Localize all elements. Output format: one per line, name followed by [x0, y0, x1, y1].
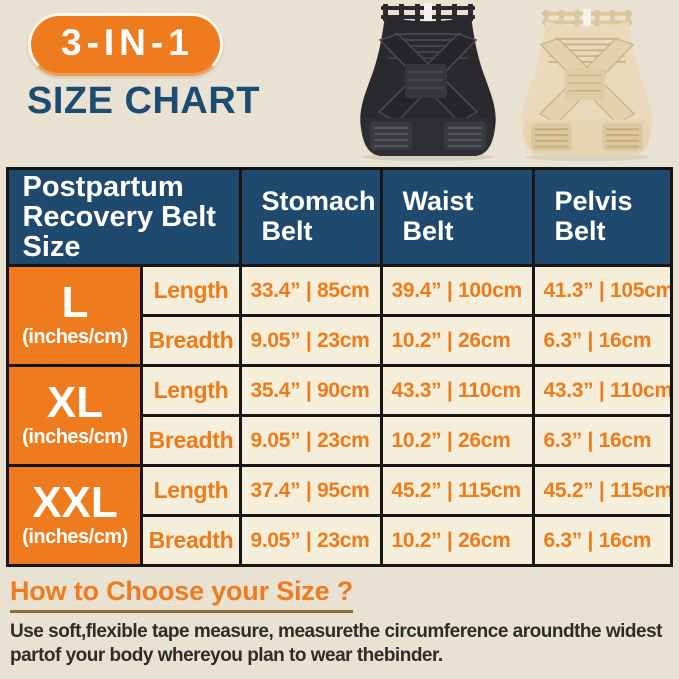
belt-tag — [424, 3, 432, 21]
pelvis-breadth-value: 6.3” | 16cm — [531, 414, 673, 467]
measure-label: Length — [140, 464, 242, 517]
stomach-breadth-value: 9.05” | 23cm — [238, 414, 383, 467]
pelvis-breadth-value: 6.3” | 16cm — [531, 314, 673, 367]
stomach-length-value: 37.4” | 95cm — [238, 464, 383, 517]
how-to-choose-heading: How to Choose your Size ? — [10, 576, 353, 613]
col-header-pelvis-belt: Pelvis Belt — [531, 167, 673, 267]
size-cell-xxl: XXL (inches/cm) — [6, 464, 144, 567]
measure-label: Breadth — [140, 514, 242, 567]
table-row-l-breadth: Breadth 9.05” | 23cm 10.2” | 26cm 6.3” |… — [8, 314, 673, 367]
waist-length-value: 45.2” | 115cm — [379, 464, 535, 517]
size-units-note: (inches/cm) — [22, 426, 128, 449]
col-header-waist-belt: Waist Belt — [379, 167, 535, 267]
table-header-row: Postpartum Recovery Belt Size Stomach Be… — [6, 167, 673, 267]
black-belt-product-image — [360, 3, 496, 161]
measure-label: Length — [140, 264, 242, 317]
size-label: XL — [46, 377, 104, 427]
size-units-note: (inches/cm) — [22, 526, 128, 549]
measure-label: Length — [140, 364, 242, 417]
stomach-breadth-value: 9.05” | 23cm — [238, 514, 383, 567]
pelvis-length-value: 43.3” | 110cm — [531, 364, 673, 417]
size-units-note: (inches/cm) — [22, 326, 128, 349]
belt-top-closure — [381, 4, 475, 21]
table-row-l-length: L (inches/cm) Length 33.4” | 85cm 39.4” … — [6, 264, 673, 367]
waist-breadth-value: 10.2” | 26cm — [379, 314, 535, 367]
pelvis-length-value: 45.2” | 115cm — [531, 464, 673, 517]
size-cell-l: L (inches/cm) — [6, 264, 144, 367]
size-label: XXL — [32, 477, 118, 527]
stomach-breadth-value: 9.05” | 23cm — [238, 314, 383, 367]
measurement-instructions: Use soft,flexible tape measure, measuret… — [10, 621, 662, 667]
measure-label: Breadth — [140, 314, 242, 367]
waist-breadth-value: 10.2” | 26cm — [379, 414, 535, 467]
three-in-one-badge: 3-IN-1 — [28, 13, 223, 76]
size-chart-table: Postpartum Recovery Belt Size Stomach Be… — [6, 167, 673, 567]
stomach-length-value: 33.4” | 85cm — [238, 264, 383, 317]
table-row-xxl-length: XXL (inches/cm) Length 37.4” | 95cm 45.2… — [6, 464, 673, 567]
pelvis-breadth-value: 6.3” | 16cm — [531, 514, 673, 567]
col-header-product-size: Postpartum Recovery Belt Size — [6, 167, 242, 267]
table-row-xxl-breadth: Breadth 9.05” | 23cm 10.2” | 26cm 6.3” |… — [8, 514, 673, 567]
measure-label: Breadth — [140, 414, 242, 467]
waist-length-value: 39.4” | 100cm — [379, 264, 535, 317]
stomach-length-value: 35.4” | 90cm — [238, 364, 383, 417]
how-to-choose-section: How to Choose your Size ? Use soft,flexi… — [0, 567, 679, 669]
top-banner: 3-IN-1 SIZE CHART — [0, 0, 679, 167]
beige-belt-product-image — [521, 8, 653, 162]
table-row-xl-length: XL (inches/cm) Length 35.4” | 90cm 43.3”… — [6, 364, 673, 467]
table-row-xl-breadth: Breadth 9.05” | 23cm 10.2” | 26cm 6.3” |… — [8, 414, 673, 467]
belt-tag — [583, 8, 591, 27]
waist-length-value: 43.3” | 110cm — [379, 364, 535, 417]
page-title: SIZE CHART — [27, 80, 260, 122]
pelvis-length-value: 41.3” | 105cm — [531, 264, 673, 317]
size-label: L — [61, 277, 89, 327]
waist-breadth-value: 10.2” | 26cm — [379, 514, 535, 567]
size-cell-xl: XL (inches/cm) — [6, 364, 144, 467]
col-header-stomach-belt: Stomach Belt — [238, 167, 383, 267]
